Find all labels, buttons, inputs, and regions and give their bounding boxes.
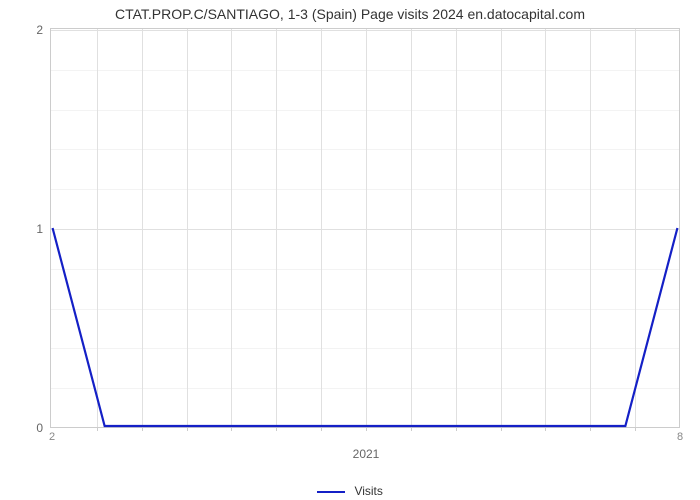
x-minor-tick [142, 427, 143, 431]
x-minor-tick [321, 427, 322, 431]
x-minor-tick [411, 427, 412, 431]
y-tick-label: 1 [3, 222, 43, 236]
visits-chart: CTAT.PROP.C/SANTIAGO, 1-3 (Spain) Page v… [0, 0, 700, 500]
chart-title: CTAT.PROP.C/SANTIAGO, 1-3 (Spain) Page v… [0, 6, 700, 22]
chart-line-layer [51, 29, 679, 427]
x-minor-tick [590, 427, 591, 431]
plot-area: 012282021 [50, 28, 680, 428]
legend-swatch [317, 491, 345, 493]
y-tick-label: 2 [3, 23, 43, 37]
legend-label: Visits [354, 484, 382, 498]
series-line-visits [53, 228, 678, 426]
x-minor-tick [187, 427, 188, 431]
chart-legend: Visits [0, 484, 700, 498]
x-minor-tick [97, 427, 98, 431]
x-minor-tick [545, 427, 546, 431]
x-range-label: 2 [49, 431, 55, 443]
x-category-label: 2021 [353, 447, 380, 461]
x-minor-tick [366, 427, 367, 431]
x-range-label: 8 [677, 431, 683, 443]
x-minor-tick [231, 427, 232, 431]
x-minor-tick [456, 427, 457, 431]
y-tick-label: 0 [3, 421, 43, 435]
x-minor-tick [635, 427, 636, 431]
x-minor-tick [501, 427, 502, 431]
x-minor-tick [276, 427, 277, 431]
